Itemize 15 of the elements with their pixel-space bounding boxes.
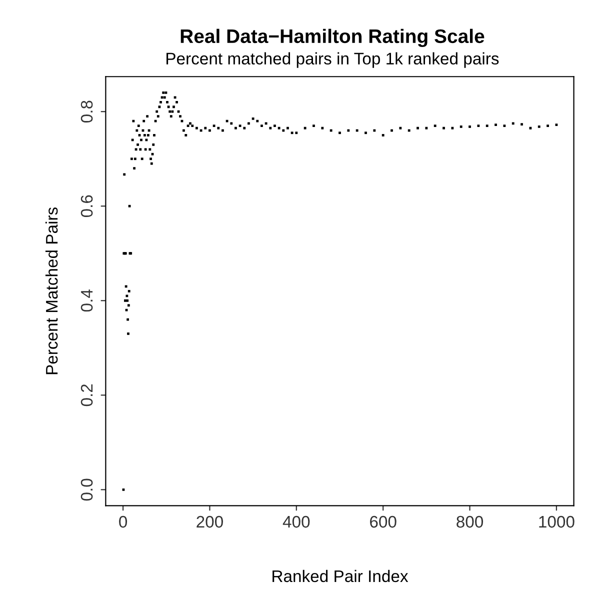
- y-tick-label: 0.8: [80, 100, 93, 123]
- x-tick-label: 200: [196, 516, 223, 528]
- y-tick-label: 0.6: [80, 195, 93, 218]
- chart-title: Real Data−Hamilton Rating Scale: [180, 28, 484, 48]
- x-axis-title: Ranked Pair Index: [272, 570, 408, 582]
- x-tick-label: 0: [119, 516, 128, 528]
- y-axis-title: Percent Matched Pairs: [45, 207, 58, 374]
- x-tick-label: 1000: [539, 516, 574, 528]
- chart-subtitle: Percent matched pairs in Top 1k ranked pairs: [166, 52, 499, 68]
- y-tick-label: 0.2: [80, 384, 93, 406]
- y-tick-label: 0.4: [80, 290, 93, 312]
- y-tick-label: 0.0: [80, 478, 93, 501]
- x-tick-label: 400: [282, 516, 310, 528]
- x-tick-label: 600: [370, 516, 396, 528]
- x-tick-label: 800: [456, 516, 484, 528]
